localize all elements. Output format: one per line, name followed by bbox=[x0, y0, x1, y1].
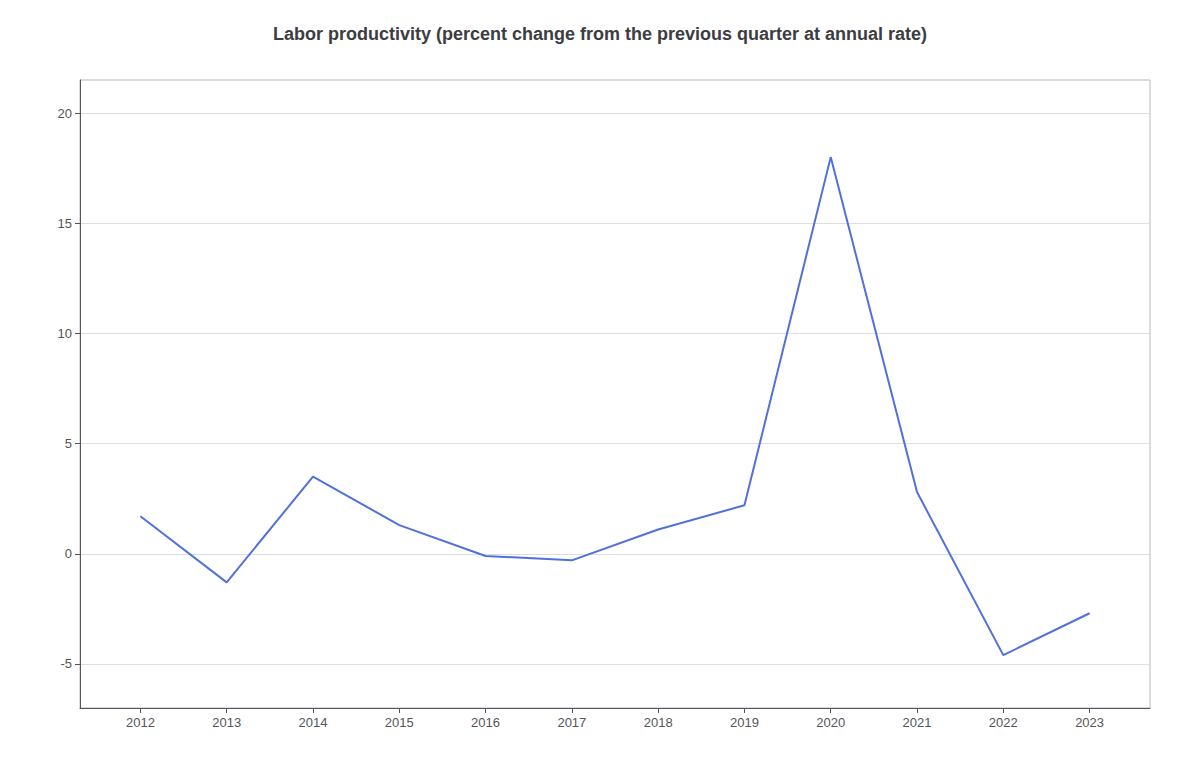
svg-text:5: 5 bbox=[65, 436, 72, 451]
svg-text:2021: 2021 bbox=[903, 715, 932, 730]
svg-text:2020: 2020 bbox=[816, 715, 845, 730]
svg-text:2012: 2012 bbox=[126, 715, 155, 730]
svg-text:-5: -5 bbox=[60, 656, 72, 671]
svg-text:2022: 2022 bbox=[989, 715, 1018, 730]
svg-text:15: 15 bbox=[58, 216, 72, 231]
svg-text:2018: 2018 bbox=[644, 715, 673, 730]
svg-text:2014: 2014 bbox=[299, 715, 328, 730]
svg-text:2013: 2013 bbox=[212, 715, 241, 730]
svg-text:2015: 2015 bbox=[385, 715, 414, 730]
svg-text:2016: 2016 bbox=[471, 715, 500, 730]
svg-text:Labor productivity (percent ch: Labor productivity (percent change from … bbox=[273, 24, 927, 44]
svg-text:2017: 2017 bbox=[557, 715, 586, 730]
svg-text:20: 20 bbox=[58, 106, 72, 121]
svg-text:2023: 2023 bbox=[1075, 715, 1104, 730]
svg-text:2019: 2019 bbox=[730, 715, 759, 730]
svg-text:0: 0 bbox=[65, 546, 72, 561]
svg-text:10: 10 bbox=[58, 326, 72, 341]
